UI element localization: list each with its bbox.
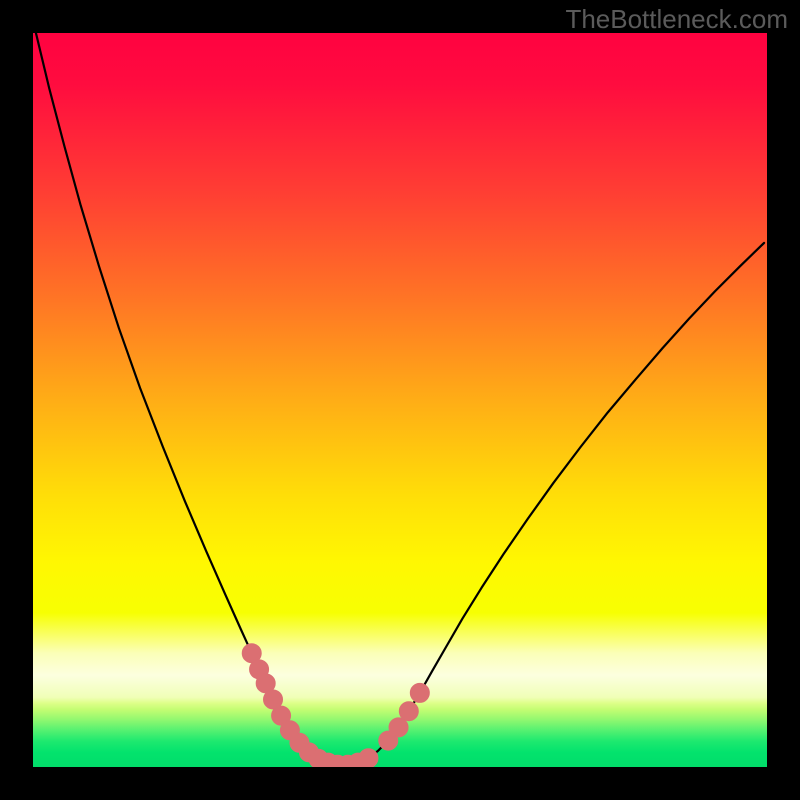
marker-group [242, 644, 429, 767]
chart-svg [33, 33, 767, 767]
marker-dot [410, 683, 429, 702]
plot-area [33, 33, 767, 767]
bottleneck-curve [36, 33, 764, 765]
marker-dot [399, 702, 418, 721]
marker-dot [389, 718, 408, 737]
marker-dot [359, 749, 378, 767]
watermark-text: TheBottleneck.com [565, 4, 788, 35]
